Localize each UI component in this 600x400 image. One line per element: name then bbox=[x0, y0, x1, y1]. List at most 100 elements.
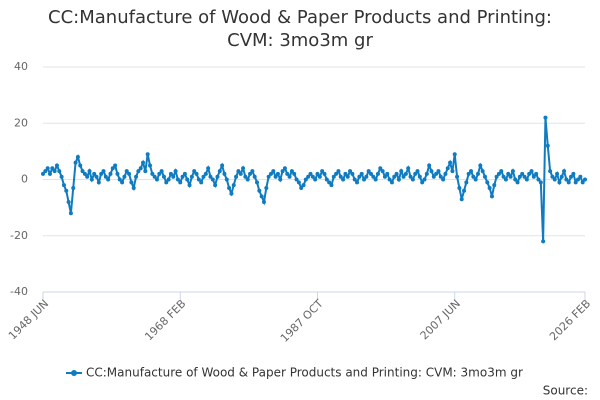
point bbox=[462, 188, 467, 193]
point bbox=[182, 171, 187, 176]
chart-title: CC:Manufacture of Wood & Paper Products … bbox=[48, 7, 552, 51]
point bbox=[417, 174, 422, 179]
point bbox=[338, 174, 343, 179]
point bbox=[564, 177, 569, 182]
point bbox=[194, 171, 199, 176]
point bbox=[571, 171, 576, 176]
point bbox=[334, 171, 339, 176]
point bbox=[192, 169, 197, 174]
point bbox=[224, 177, 229, 182]
point bbox=[420, 180, 425, 185]
point bbox=[117, 177, 122, 182]
point bbox=[250, 169, 255, 174]
point bbox=[469, 169, 474, 174]
point bbox=[452, 152, 457, 157]
point bbox=[515, 180, 520, 185]
point bbox=[315, 171, 320, 176]
point bbox=[268, 171, 273, 176]
y-tick-label: -20 bbox=[10, 229, 28, 242]
point bbox=[229, 191, 234, 196]
point bbox=[282, 166, 287, 171]
point bbox=[50, 166, 55, 171]
point bbox=[313, 177, 318, 182]
point bbox=[266, 174, 271, 179]
point bbox=[362, 177, 367, 182]
point bbox=[255, 180, 260, 185]
point bbox=[489, 194, 494, 199]
point bbox=[345, 174, 350, 179]
point bbox=[534, 171, 539, 176]
point bbox=[322, 171, 327, 176]
point bbox=[522, 174, 527, 179]
point bbox=[261, 200, 266, 204]
point bbox=[164, 180, 169, 185]
source: Source: bbox=[543, 384, 588, 398]
point bbox=[527, 171, 532, 176]
point bbox=[355, 180, 360, 185]
point bbox=[245, 177, 250, 182]
point bbox=[199, 180, 204, 185]
point bbox=[545, 143, 550, 148]
point bbox=[308, 171, 313, 176]
point bbox=[471, 174, 476, 179]
point bbox=[59, 174, 64, 179]
point bbox=[120, 180, 125, 185]
point bbox=[427, 163, 432, 168]
point bbox=[422, 177, 427, 182]
point bbox=[231, 183, 236, 188]
point bbox=[403, 171, 408, 176]
point bbox=[78, 163, 83, 168]
point bbox=[303, 177, 308, 182]
point bbox=[278, 177, 283, 182]
point bbox=[138, 166, 143, 171]
x-tick-label: 1987 OCT bbox=[278, 297, 326, 345]
point bbox=[217, 169, 222, 174]
x-tick-label: 1948 JUN bbox=[6, 297, 51, 342]
point bbox=[171, 174, 176, 179]
point bbox=[203, 171, 208, 176]
point bbox=[280, 169, 285, 174]
point bbox=[583, 177, 587, 182]
point bbox=[580, 180, 585, 185]
point bbox=[299, 185, 304, 190]
point bbox=[115, 171, 120, 176]
point bbox=[448, 160, 453, 165]
y-tick-label: -40 bbox=[10, 285, 28, 298]
point bbox=[85, 174, 90, 179]
point bbox=[350, 171, 355, 176]
point bbox=[364, 174, 369, 179]
point bbox=[196, 177, 201, 182]
legend-marker bbox=[71, 370, 77, 376]
point bbox=[152, 174, 157, 179]
point bbox=[578, 174, 583, 179]
point bbox=[550, 174, 555, 179]
point bbox=[136, 169, 141, 174]
point bbox=[175, 177, 180, 182]
point bbox=[399, 169, 404, 174]
point bbox=[201, 174, 206, 179]
point bbox=[368, 171, 373, 176]
point bbox=[222, 171, 227, 176]
point bbox=[389, 180, 394, 185]
point bbox=[327, 180, 332, 185]
point bbox=[166, 177, 171, 182]
point bbox=[434, 171, 439, 176]
point bbox=[401, 174, 406, 179]
point bbox=[275, 171, 280, 176]
point bbox=[273, 174, 278, 179]
point bbox=[359, 171, 364, 176]
point bbox=[96, 180, 101, 185]
point bbox=[371, 174, 376, 179]
point bbox=[478, 163, 483, 168]
point bbox=[134, 174, 139, 179]
legend-label: CC:Manufacture of Wood & Paper Products … bbox=[86, 366, 523, 380]
point bbox=[103, 174, 108, 179]
point bbox=[287, 174, 292, 179]
point bbox=[87, 169, 92, 174]
point bbox=[208, 174, 213, 179]
point bbox=[301, 183, 306, 188]
point bbox=[406, 166, 411, 171]
point bbox=[157, 171, 162, 176]
point bbox=[380, 169, 385, 174]
point bbox=[82, 171, 87, 176]
